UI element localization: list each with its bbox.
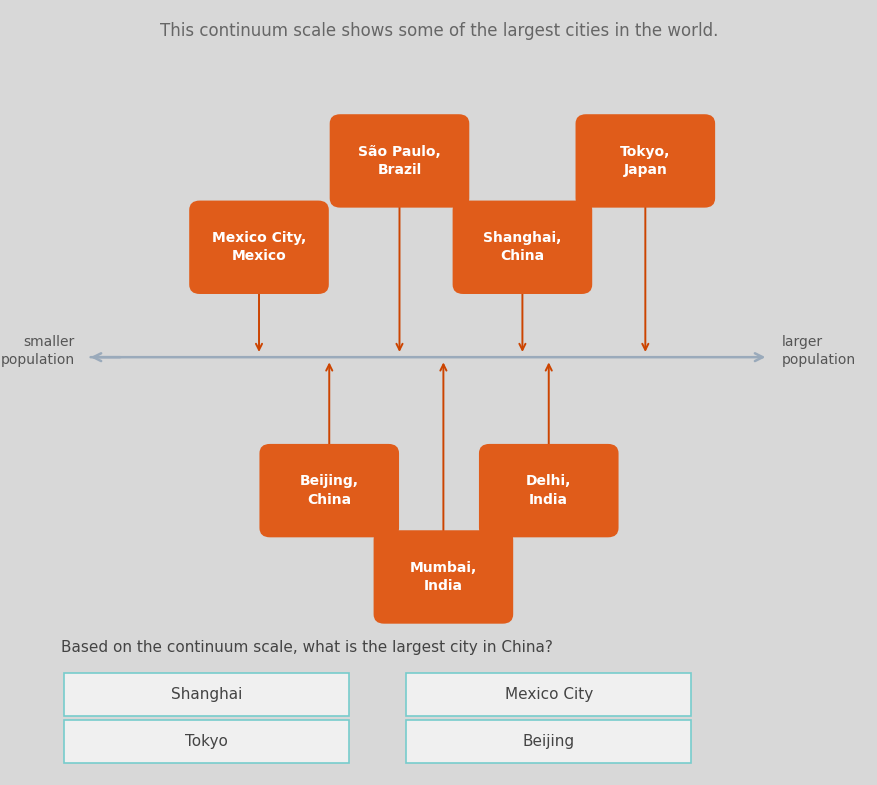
Text: Beijing,
China: Beijing, China bbox=[299, 474, 359, 507]
FancyBboxPatch shape bbox=[330, 114, 468, 207]
Text: Mexico City: Mexico City bbox=[504, 687, 592, 703]
FancyBboxPatch shape bbox=[260, 444, 399, 538]
FancyBboxPatch shape bbox=[406, 721, 691, 763]
Text: Delhi,
India: Delhi, India bbox=[525, 474, 571, 507]
Text: Tokyo: Tokyo bbox=[185, 734, 227, 750]
FancyBboxPatch shape bbox=[374, 531, 512, 623]
Text: Shanghai: Shanghai bbox=[170, 687, 242, 703]
FancyBboxPatch shape bbox=[479, 444, 617, 538]
FancyBboxPatch shape bbox=[63, 721, 348, 763]
Text: Tokyo,
Japan: Tokyo, Japan bbox=[619, 144, 670, 177]
Text: larger
population: larger population bbox=[781, 335, 854, 367]
FancyBboxPatch shape bbox=[63, 673, 348, 716]
FancyBboxPatch shape bbox=[575, 114, 714, 207]
FancyBboxPatch shape bbox=[453, 201, 591, 294]
Text: São Paulo,
Brazil: São Paulo, Brazil bbox=[358, 144, 440, 177]
Text: smaller
population: smaller population bbox=[1, 335, 75, 367]
Text: Shanghai,
China: Shanghai, China bbox=[482, 231, 561, 264]
Text: Mexico City,
Mexico: Mexico City, Mexico bbox=[211, 231, 306, 264]
FancyBboxPatch shape bbox=[406, 673, 691, 716]
Text: Beijing: Beijing bbox=[522, 734, 574, 750]
Text: This continuum scale shows some of the largest cities in the world.: This continuum scale shows some of the l… bbox=[160, 22, 717, 40]
FancyBboxPatch shape bbox=[189, 201, 328, 294]
Text: Mumbai,
India: Mumbai, India bbox=[410, 560, 476, 593]
Text: Based on the continuum scale, what is the largest city in China?: Based on the continuum scale, what is th… bbox=[61, 640, 553, 655]
